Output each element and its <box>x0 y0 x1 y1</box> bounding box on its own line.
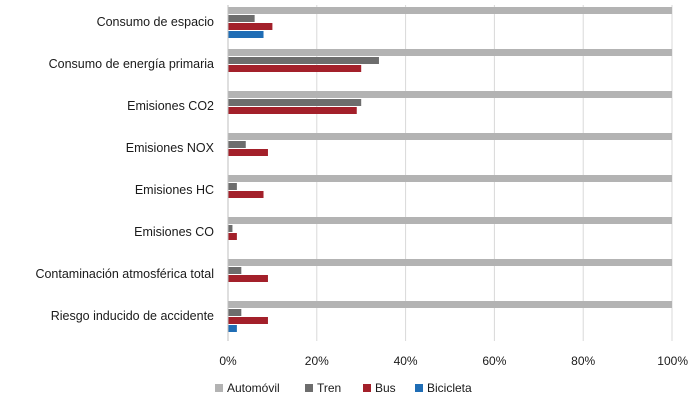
x-tick-label: 0% <box>219 354 237 368</box>
category-label: Emisiones CO <box>134 225 214 239</box>
bar <box>228 141 246 148</box>
x-tick-label: 80% <box>571 354 595 368</box>
category-label: Riesgo inducido de accidente <box>51 309 214 323</box>
bar <box>228 23 273 30</box>
bar <box>228 275 268 282</box>
bar <box>228 301 672 308</box>
category-label: Consumo de energía primaria <box>49 57 214 71</box>
bar <box>228 259 672 266</box>
legend-label: Bicicleta <box>427 381 472 395</box>
category-labels: Consumo de espacio Consumo de energía pri… <box>35 15 214 323</box>
category-label: Emisiones NOX <box>126 141 215 155</box>
bar <box>228 15 255 22</box>
bars <box>228 7 672 332</box>
bar <box>228 217 672 224</box>
bar <box>228 57 379 64</box>
category-label: Consumo de espacio <box>97 15 214 29</box>
bar <box>228 225 233 232</box>
bar <box>228 133 672 140</box>
legend-swatch <box>415 384 423 392</box>
bar <box>228 99 362 106</box>
legend-swatch <box>363 384 371 392</box>
bar <box>228 149 268 156</box>
x-tick-label: 40% <box>394 354 418 368</box>
x-tick-label: 60% <box>482 354 506 368</box>
x-tick-label: 100% <box>657 354 688 368</box>
x-tick-labels: 0% 20% 40% 60% 80% 100% <box>219 354 688 368</box>
bar <box>228 49 672 56</box>
bar <box>228 309 242 316</box>
legend: Automóvil Tren Bus Bicicleta <box>215 381 472 395</box>
bar <box>228 317 268 324</box>
grid <box>316 5 673 341</box>
bar <box>228 325 237 332</box>
bar <box>228 31 264 38</box>
legend-swatch <box>215 384 223 392</box>
bar <box>228 175 672 182</box>
x-tick-label: 20% <box>305 354 329 368</box>
bar <box>228 233 237 240</box>
bar <box>228 183 237 190</box>
bar <box>228 107 357 114</box>
bar <box>228 191 264 198</box>
category-label: Emisiones CO2 <box>127 99 214 113</box>
category-label: Emisiones HC <box>135 183 214 197</box>
legend-label: Bus <box>375 381 396 395</box>
bar <box>228 91 672 98</box>
category-label: Contaminación atmosférica total <box>35 267 214 281</box>
legend-label: Tren <box>317 381 341 395</box>
bar <box>228 267 242 274</box>
bar <box>228 65 362 72</box>
legend-label: Automóvil <box>227 381 280 395</box>
bar <box>228 7 672 14</box>
legend-swatch <box>305 384 313 392</box>
